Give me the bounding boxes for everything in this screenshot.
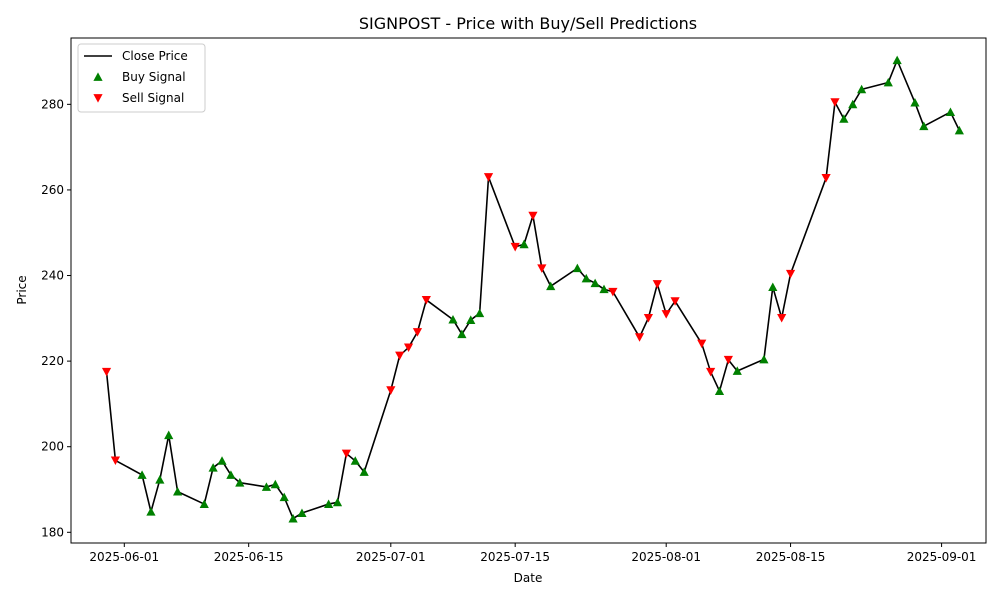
buy-signal-marker bbox=[270, 479, 280, 489]
sell-signal-marker bbox=[723, 355, 733, 365]
y-tick-label: 240 bbox=[41, 269, 64, 283]
y-axis-label: Price bbox=[15, 275, 29, 304]
sell-signal-marker bbox=[403, 343, 414, 353]
x-tick-label: 2025-08-01 bbox=[631, 550, 701, 564]
buy-signal-marker bbox=[208, 463, 218, 472]
buy-signal-marker bbox=[217, 456, 227, 465]
legend-label: Close Price bbox=[122, 49, 188, 63]
buy-signal-marker bbox=[848, 99, 858, 109]
buy-signal-marker bbox=[146, 507, 156, 516]
buy-signal-marker bbox=[546, 281, 556, 291]
buy-signal-marker bbox=[475, 308, 485, 318]
sell-signal-marker bbox=[706, 367, 716, 377]
sell-signal-marker bbox=[110, 456, 121, 466]
buy-signal-marker bbox=[732, 366, 742, 375]
buy-signal-marker bbox=[279, 492, 289, 502]
sell-signal-marker bbox=[697, 339, 707, 349]
buy-signal-marker bbox=[945, 107, 956, 116]
buy-signal-marker bbox=[892, 55, 902, 65]
x-axis-label: Date bbox=[514, 571, 543, 585]
sell-signal-marker bbox=[510, 242, 520, 252]
sell-signal-marker bbox=[421, 296, 431, 305]
buy-signal-marker bbox=[261, 482, 272, 491]
x-tick-label: 2025-09-01 bbox=[907, 550, 977, 564]
buy-signal-marker bbox=[297, 508, 307, 517]
chart-title: SIGNPOST - Price with Buy/Sell Predictio… bbox=[359, 14, 697, 33]
buy-signal-marker bbox=[288, 514, 298, 523]
sell-signal-marker bbox=[341, 449, 351, 459]
y-tick-label: 260 bbox=[41, 183, 64, 197]
buy-signal-marker bbox=[448, 315, 458, 324]
buy-signal-marker bbox=[324, 499, 334, 508]
buy-signal-marker bbox=[768, 282, 778, 291]
signal-marker-layer bbox=[101, 55, 964, 523]
buy-signal-marker bbox=[164, 430, 174, 440]
x-tick-label: 2025-07-01 bbox=[356, 550, 426, 564]
y-axis: 180 200 220 240 260 280 bbox=[41, 97, 71, 539]
legend-frame bbox=[77, 43, 206, 113]
buy-signal-marker bbox=[226, 470, 236, 479]
buy-signal-marker bbox=[714, 386, 725, 395]
buy-signal-marker bbox=[466, 315, 476, 324]
sell-signal-marker bbox=[821, 174, 831, 183]
legend-label: Buy Signal bbox=[122, 70, 186, 84]
x-tick-label: 2025-06-01 bbox=[89, 550, 159, 564]
x-tick-label: 2025-06-15 bbox=[214, 550, 284, 564]
buy-signal-marker bbox=[590, 278, 600, 288]
sell-signal-marker bbox=[608, 287, 618, 297]
buy-signal-marker bbox=[759, 354, 769, 364]
sell-signal-marker bbox=[483, 173, 494, 182]
x-axis: 2025-06-01 2025-06-15 2025-07-01 2025-07-15… bbox=[89, 543, 976, 564]
y-tick-label: 220 bbox=[41, 354, 64, 368]
buy-signal-marker bbox=[173, 487, 183, 496]
buy-signal-marker bbox=[350, 456, 360, 465]
sell-signal-marker bbox=[537, 264, 547, 273]
buy-signal-marker bbox=[137, 470, 147, 479]
buy-signal-marker bbox=[599, 284, 609, 294]
x-tick-label: 2025-08-15 bbox=[756, 550, 826, 564]
x-tick-label: 2025-07-15 bbox=[480, 550, 550, 564]
legend-swatch-buy-signal bbox=[93, 72, 103, 81]
buy-signal-marker bbox=[839, 114, 849, 123]
y-tick-label: 180 bbox=[41, 525, 64, 539]
buy-signal-marker bbox=[954, 125, 964, 135]
buy-signal-marker bbox=[359, 467, 369, 476]
buy-signal-marker bbox=[519, 239, 529, 249]
buy-signal-marker bbox=[857, 84, 867, 94]
buy-signal-marker bbox=[883, 77, 893, 87]
buy-signal-marker bbox=[572, 263, 582, 273]
buy-signal-marker bbox=[581, 273, 591, 283]
sell-signal-marker bbox=[670, 297, 680, 306]
sell-signal-marker bbox=[830, 98, 840, 107]
legend-swatch-sell-signal bbox=[93, 94, 103, 103]
buy-signal-marker bbox=[910, 98, 920, 107]
buy-signal-marker bbox=[235, 478, 245, 487]
buy-signal-marker bbox=[332, 497, 343, 507]
sell-signal-marker bbox=[652, 280, 662, 289]
buy-signal-marker bbox=[199, 499, 209, 508]
plot-frame bbox=[70, 37, 987, 544]
sell-signal-marker bbox=[643, 313, 654, 323]
sell-signal-marker bbox=[528, 211, 538, 221]
sell-signal-marker bbox=[101, 367, 112, 377]
plot-area bbox=[71, 38, 986, 543]
buy-signal-marker bbox=[919, 121, 929, 131]
sell-signal-marker bbox=[395, 351, 405, 361]
legend-label: Sell Signal bbox=[122, 91, 184, 105]
y-tick-label: 200 bbox=[41, 440, 64, 454]
sell-signal-marker bbox=[412, 328, 423, 337]
buy-signal-marker bbox=[155, 475, 165, 484]
sell-signal-marker bbox=[634, 333, 645, 342]
sell-signal-marker bbox=[386, 386, 396, 395]
sell-signal-marker bbox=[661, 310, 671, 319]
y-tick-label: 280 bbox=[41, 97, 64, 111]
buy-signal-marker bbox=[457, 329, 467, 339]
sell-signal-marker bbox=[777, 313, 787, 323]
sell-signal-marker bbox=[785, 269, 796, 279]
legend: Close Price Buy Signal Sell Signal bbox=[77, 43, 206, 113]
